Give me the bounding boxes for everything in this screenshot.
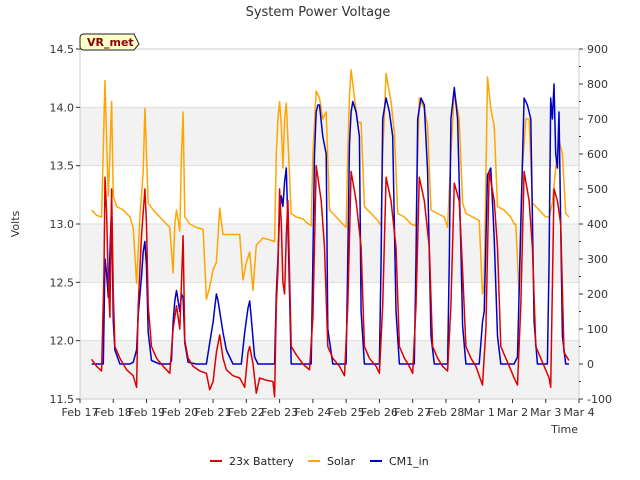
left-tick-label: 14.0 <box>50 101 75 114</box>
left-axis-ticks: 11.5 12.0 12.5 13.0 13.5 14.0 14.5 <box>50 43 80 406</box>
series-line-solar <box>91 69 570 301</box>
left-tick-label: 13.0 <box>50 218 75 231</box>
x-tick-label: Feb 18 <box>95 406 132 419</box>
x-tick-label: Mar 3 <box>530 406 561 419</box>
chart-title: System Power Voltage <box>246 5 391 20</box>
x-tick-label: Mar 2 <box>497 406 528 419</box>
right-tick-label: 100 <box>587 323 608 336</box>
right-tick-label: 200 <box>587 288 608 301</box>
right-tick-label: 900 <box>587 43 608 56</box>
band-1 <box>80 224 579 283</box>
legend-label: Solar <box>327 455 356 468</box>
x-tick-label: Feb 25 <box>328 406 365 419</box>
x-tick-label: Feb 26 <box>361 406 398 419</box>
left-tick-label: 11.5 <box>50 393 75 406</box>
series-layer <box>90 69 570 398</box>
left-tick-label: 12.0 <box>50 335 75 348</box>
right-tick-label: 0 <box>587 358 594 371</box>
x-tick-label: Feb 24 <box>294 406 331 419</box>
right-tick-label: -100 <box>587 393 612 406</box>
x-tick-label: Feb 23 <box>261 406 298 419</box>
y-axis-title: Volts <box>9 210 22 237</box>
x-tick-label: Feb 22 <box>228 406 265 419</box>
right-tick-label: 800 <box>587 78 608 91</box>
right-tick-label: 600 <box>587 148 608 161</box>
x-tick-label: Feb 20 <box>161 406 198 419</box>
legend-label: CM1_in <box>389 455 429 468</box>
right-tick-label: 700 <box>587 113 608 126</box>
right-axis-ticks: -100 0 100 200 300 400 500 600 700 800 900 <box>579 43 612 406</box>
legend: 23x Battery Solar CM1_in <box>210 455 429 468</box>
series-line-23x-battery <box>90 164 570 398</box>
x-tick-label: Feb 28 <box>427 406 464 419</box>
left-tick-label: 13.5 <box>50 160 75 173</box>
x-tick-label: Feb 21 <box>195 406 232 419</box>
x-tick-label: Feb 27 <box>394 406 431 419</box>
x-axis-title: Time <box>550 423 578 436</box>
x-tick-label: Mar 1 <box>464 406 495 419</box>
legend-label: 23x Battery <box>229 455 294 468</box>
right-tick-label: 500 <box>587 183 608 196</box>
x-tick-label: Feb 17 <box>62 406 99 419</box>
vr-met-badge: VR_met <box>79 33 140 51</box>
x-tick-label: Mar 4 <box>563 406 594 419</box>
x-tick-label: Feb 19 <box>128 406 165 419</box>
badge-text: VR_met <box>87 36 134 49</box>
left-tick-label: 12.5 <box>50 276 75 289</box>
badge-box <box>79 33 140 51</box>
right-tick-label: 400 <box>587 218 608 231</box>
right-tick-label: 300 <box>587 253 608 266</box>
band-2 <box>80 107 579 166</box>
left-tick-label: 14.5 <box>50 43 75 56</box>
